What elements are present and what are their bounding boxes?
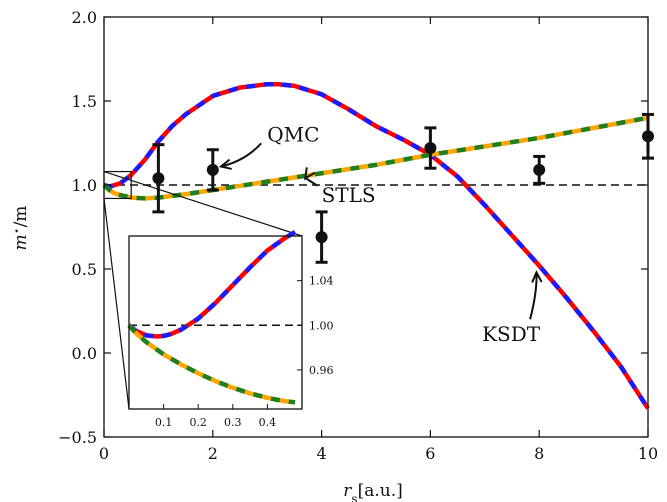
x-tick-label: 8 [534,444,544,463]
inset-x-tick-label: 0.1 [155,416,173,429]
main-plot-area: 0 2 4 6 8 10 −0.5 0.0 0.5 1.0 1.5 2.0 [58,8,658,463]
inset-plot-area: 0.1 0.2 0.3 0.4 0.96 1.00 1.04 [127,230,334,429]
series-stls-line-base [102,115,649,201]
annotation-ksdt: KSDT [482,322,541,346]
series-stls-line-dash [102,115,649,201]
inset-x-tick-label: 0.3 [224,416,242,429]
qmc-point-4 [533,163,546,176]
annotations: QMC STLS KSDT [218,122,543,346]
inset-ksdt-line-dash [127,230,297,339]
x-tick-label: 4 [317,444,327,463]
annotation-qmc: QMC [267,122,319,146]
x-tick-label: 0 [99,444,109,463]
y-tick-label: 1.0 [72,176,97,195]
x-axis-title: rs[a.u.] [343,481,402,502]
annotation-arrow-ksdt [529,272,538,320]
y-tick-label: 2.0 [72,8,97,27]
qmc-point-1 [206,163,219,176]
qmc-point-2 [315,231,328,244]
y-axis-title: m⋆/m [10,206,32,251]
plot-frame [103,16,649,438]
inset-y-tick-label: 0.96 [309,364,334,377]
y-tick-label: 0.5 [72,260,97,279]
inset-frame [128,235,303,410]
x-tick-label: 2 [208,444,218,463]
annotation-arrowhead-qmc [218,158,232,170]
y-tick-label: 0.0 [72,344,97,363]
annotation-stls: STLS [322,183,376,207]
annotation-arrow-stls [304,177,319,187]
annotation-arrow-qmc [220,142,262,168]
y-tick-label: −0.5 [58,428,97,447]
inset-x-tick-label: 0.4 [259,416,277,429]
inset-x-tick-label: 0.2 [189,416,207,429]
x-tick-label: 10 [638,444,658,463]
annotation-arrowhead-ksdt [531,270,543,283]
qmc-point-3 [424,142,437,155]
inset-y-tick-label: 1.04 [309,275,334,288]
series-ksdt-line-dash [103,81,650,410]
zoom-connector-top [103,170,303,237]
qmc-point-0 [152,172,165,185]
annotation-arrowhead-stls [304,167,316,181]
y-tick-label: 1.5 [72,92,97,111]
inset-y-tick-label: 1.00 [309,319,334,332]
inset-stls-line-dash [127,323,296,405]
zoom-connector-bottom [103,198,130,410]
x-tick-label: 6 [425,444,435,463]
